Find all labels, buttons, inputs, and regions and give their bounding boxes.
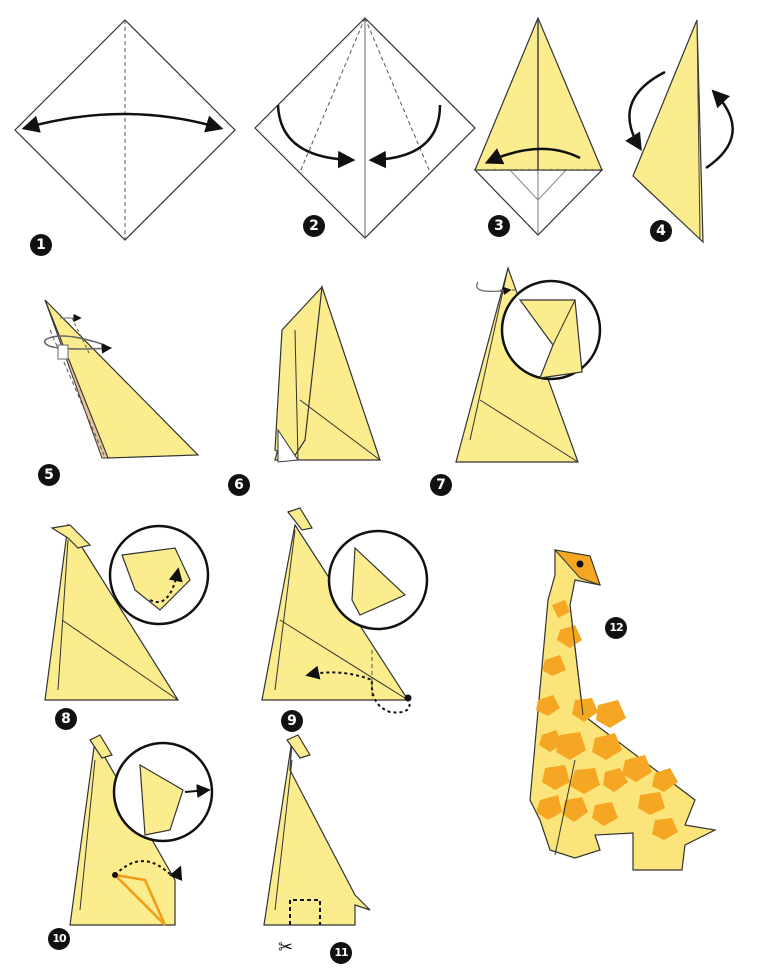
rotate-right-icon: [705, 89, 734, 170]
step-number-badge: 7: [430, 474, 452, 496]
rotate-left-icon: [625, 70, 666, 151]
fold-arrow-icon: [21, 112, 224, 133]
step-10-diagram: [69, 734, 214, 926]
step-number-badge: 9: [281, 710, 303, 732]
step-3-diagram: [473, 16, 604, 236]
fold-arrow-icon: [484, 147, 581, 165]
reverse-fold-arrow-icon: [44, 335, 113, 354]
fold-arrow-right-icon: [368, 104, 442, 169]
step-number-badge: 5: [38, 464, 60, 486]
step-1-diagram: [14, 19, 236, 241]
step-number-badge: 3: [488, 215, 510, 237]
step-number-badge: 10: [48, 928, 70, 950]
step-4-diagram: [625, 19, 734, 244]
step-number-badge: 8: [55, 708, 77, 730]
step-6-diagram: [274, 284, 381, 463]
step-number-badge: 11: [330, 942, 352, 964]
step-11-diagram: ✂: [263, 734, 371, 958]
fold-tail-arrow-icon: [305, 665, 411, 714]
step-5-diagram: [44, 299, 200, 459]
step-12-finished-giraffe: [529, 549, 717, 871]
step-8-diagram: [44, 523, 210, 701]
reverse-fold-arrow-icon: [114, 860, 183, 882]
step-9-diagram: [261, 507, 429, 714]
fold-inside-arrow-icon: [149, 567, 183, 603]
fold-arrow-left-icon: [276, 104, 356, 169]
scissors-icon: ✂: [278, 937, 293, 958]
step-7-diagram: [455, 265, 602, 463]
step-number-badge: 1: [30, 234, 52, 256]
step-2-diagram: [254, 17, 476, 239]
push-symbol-icon: [57, 344, 69, 360]
step-number-badge: 4: [650, 220, 672, 242]
step-number-badge: 6: [228, 474, 250, 496]
step-number-badge: 12: [605, 617, 627, 639]
step-number-badge: 2: [303, 215, 325, 237]
reverse-fold-arrow-icon: [476, 281, 512, 296]
